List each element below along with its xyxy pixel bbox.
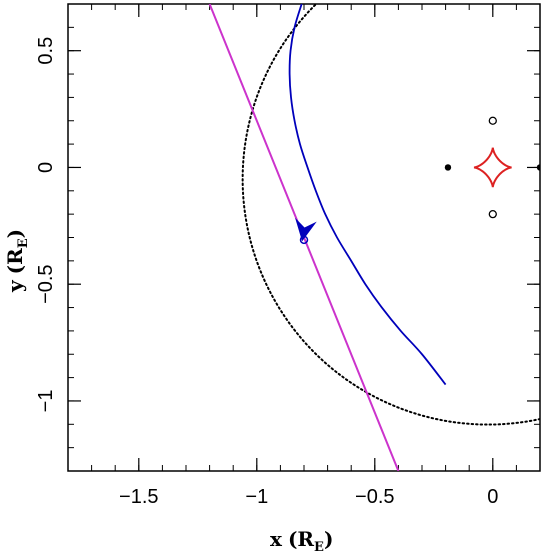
svg-text:x(RE): x (RE) — [270, 527, 333, 555]
x-tick-label: 0 — [487, 486, 498, 508]
svg-text:y(RE): y(RE) — [3, 229, 31, 293]
x-tick-labels: −1.5 −1 −0.5 0 — [119, 486, 498, 508]
major-ticks — [68, 4, 540, 471]
x-tick-label: −1 — [245, 486, 268, 508]
x-tick-label: −0.5 — [355, 486, 394, 508]
open-point — [488, 116, 497, 125]
direction-arrow — [295, 217, 317, 242]
y-tick-label: −0.5 — [35, 264, 57, 303]
y-tick-label: −1 — [35, 390, 57, 413]
dotted-circle — [241, 4, 540, 426]
y-tick-labels: 0.5 0 −0.5 −1 — [35, 37, 57, 413]
open-point — [488, 209, 497, 219]
y-axis-label: y(RE) — [3, 229, 31, 293]
y-tick-label: 0.5 — [35, 37, 57, 65]
x-tick-label: −1.5 — [119, 486, 158, 508]
y-tick-label: 0 — [35, 162, 57, 173]
caustic-curve — [473, 147, 512, 188]
filled-point — [536, 164, 540, 171]
curved-trajectory — [288, 4, 447, 386]
lens-points — [444, 116, 540, 219]
x-axis-label: x (RE) — [270, 527, 333, 555]
filled-point — [444, 164, 452, 171]
